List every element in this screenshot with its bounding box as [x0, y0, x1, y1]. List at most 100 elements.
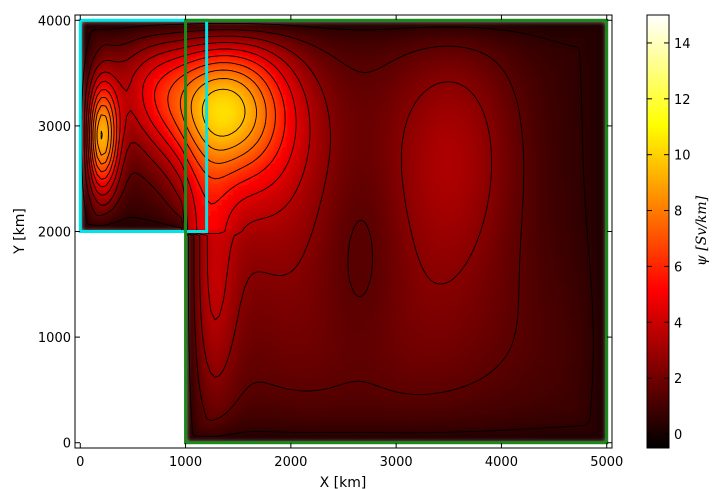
heatmap-cell: [280, 236, 287, 243]
heatmap-cell: [306, 189, 313, 196]
heatmap-cell: [264, 115, 271, 122]
heatmap-cell: [396, 305, 403, 312]
heatmap-cell: [417, 437, 424, 443]
heatmap-cell: [380, 310, 387, 317]
heatmap-cell: [338, 83, 345, 90]
heatmap-cell: [443, 411, 450, 417]
heatmap-cell: [248, 405, 255, 412]
heatmap-cell: [280, 305, 287, 312]
heatmap-cell: [396, 20, 403, 27]
heatmap-cell: [117, 36, 123, 42]
heatmap-cell: [185, 131, 192, 138]
heatmap-cell: [206, 178, 213, 185]
heatmap-cell: [364, 352, 371, 359]
heatmap-cell: [238, 426, 245, 433]
heatmap-cell: [269, 136, 276, 143]
heatmap-cell: [285, 125, 292, 132]
heatmap-cell: [338, 400, 345, 407]
heatmap-cell: [454, 189, 460, 196]
heatmap-cell: [138, 46, 145, 53]
heatmap-cell: [248, 67, 255, 74]
heatmap-cell: [85, 205, 92, 211]
heatmap-cell: [285, 363, 292, 370]
heatmap-cell: [448, 284, 455, 291]
heatmap-cell: [227, 199, 234, 206]
heatmap-cell: [406, 368, 413, 375]
heatmap-cell: [185, 20, 192, 27]
heatmap-cell: [380, 178, 387, 185]
heatmap-cell: [427, 99, 434, 106]
heatmap-cell: [132, 104, 139, 111]
heatmap-cell: [375, 368, 381, 375]
heatmap-cell: [222, 25, 229, 32]
heatmap-cell: [406, 205, 413, 211]
heatmap-cell: [454, 226, 460, 233]
heatmap-cell: [211, 273, 218, 280]
heatmap-cell: [385, 157, 392, 164]
heatmap-cell: [359, 194, 366, 201]
heatmap-cell: [438, 88, 445, 95]
heatmap-cell: [306, 315, 313, 322]
heatmap-cell: [359, 300, 366, 307]
heatmap-cell: [211, 162, 218, 169]
heatmap-cell: [290, 168, 297, 175]
heatmap-cell: [106, 62, 113, 69]
heatmap-cell: [232, 62, 239, 69]
heatmap-cell: [448, 352, 455, 359]
heatmap-cell: [448, 162, 455, 169]
heatmap-cell: [317, 384, 324, 391]
heatmap-cell: [311, 199, 318, 206]
heatmap-cell: [343, 73, 350, 79]
heatmap-cell: [280, 220, 287, 227]
heatmap-cell: [227, 194, 234, 201]
heatmap-cell: [417, 252, 424, 259]
heatmap-cell: [301, 273, 308, 280]
heatmap-cell: [264, 384, 271, 391]
heatmap-cell: [269, 104, 276, 111]
heatmap-cell: [275, 242, 281, 248]
heatmap-cell: [448, 36, 455, 42]
heatmap-cell: [185, 220, 192, 227]
heatmap-cell: [396, 30, 403, 37]
heatmap-cell: [422, 405, 429, 412]
heatmap-cell: [427, 305, 434, 312]
heatmap-cell: [433, 173, 439, 180]
heatmap-cell: [190, 131, 197, 138]
heatmap-cell: [296, 279, 302, 285]
heatmap-cell: [375, 374, 381, 380]
heatmap-cell: [359, 141, 366, 148]
heatmap-cell: [396, 147, 403, 153]
heatmap-cell: [201, 331, 208, 338]
heatmap-cell: [80, 210, 87, 217]
heatmap-cell: [254, 25, 260, 32]
heatmap-cell: [411, 183, 418, 190]
heatmap-cell: [132, 220, 139, 227]
heatmap-cell: [164, 205, 171, 211]
heatmap-cell: [396, 120, 403, 127]
heatmap-cell: [401, 421, 408, 428]
heatmap-cell: [369, 125, 376, 132]
heatmap-cell: [285, 20, 292, 27]
heatmap-cell: [254, 252, 260, 259]
heatmap-cell: [222, 115, 229, 122]
heatmap-cell: [206, 384, 213, 391]
heatmap-cell: [317, 405, 324, 412]
heatmap-cell: [211, 242, 218, 248]
heatmap-cell: [448, 400, 455, 407]
heatmap-cell: [411, 78, 418, 85]
heatmap-cell: [180, 67, 187, 74]
heatmap-cell: [132, 36, 139, 42]
heatmap-cell: [438, 236, 445, 243]
heatmap-cell: [380, 231, 387, 238]
heatmap-cell: [348, 437, 355, 443]
heatmap-cell: [422, 73, 429, 79]
heatmap-cell: [217, 110, 224, 116]
heatmap-cell: [311, 289, 318, 296]
heatmap-cell: [427, 326, 434, 333]
heatmap-cell: [90, 51, 97, 58]
heatmap-cell: [322, 231, 329, 238]
heatmap-cell: [264, 321, 271, 328]
heatmap-cell: [275, 437, 281, 443]
heatmap-cell: [427, 199, 434, 206]
heatmap-cell: [296, 368, 302, 375]
